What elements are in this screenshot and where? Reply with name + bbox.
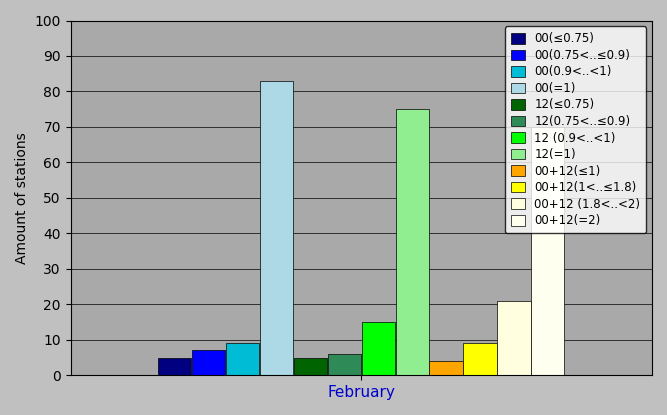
Bar (327, 354, 361, 375)
Bar (294, 358, 327, 375)
Bar (498, 301, 530, 375)
Bar (260, 81, 293, 375)
Bar (396, 109, 429, 375)
Bar (226, 343, 259, 375)
Bar (362, 322, 395, 375)
Bar (430, 361, 463, 375)
Bar (531, 127, 564, 375)
Bar (192, 350, 225, 375)
Bar (464, 343, 497, 375)
Bar (158, 358, 191, 375)
Legend: 00(≤0.75), 00(0.75<..≤0.9), 00(0.9<..<1), 00(=1), 12(≤0.75), 12(0.75<..≤0.9), 12: 00(≤0.75), 00(0.75<..≤0.9), 00(0.9<..<1)… (505, 27, 646, 233)
Y-axis label: Amount of stations: Amount of stations (15, 132, 29, 264)
